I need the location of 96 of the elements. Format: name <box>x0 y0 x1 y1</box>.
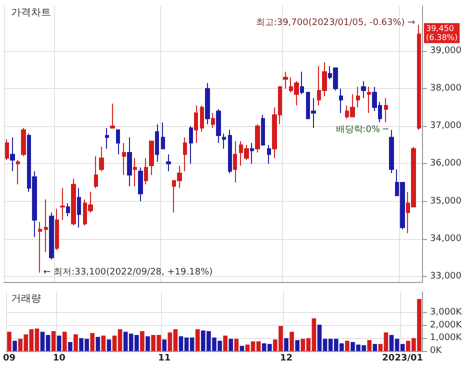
candlestick <box>133 158 137 187</box>
candlestick <box>222 133 226 150</box>
bar <box>223 336 228 351</box>
bar <box>12 340 17 351</box>
candlestick <box>66 202 70 217</box>
candlestick <box>110 103 115 129</box>
x-tick-label: 2023/01 <box>382 354 424 364</box>
bar <box>96 336 100 351</box>
candlestick <box>5 138 9 160</box>
x-tick-label: 10 <box>52 354 66 364</box>
y-tick-label: 37,000 <box>430 121 462 132</box>
candlestick <box>367 86 371 114</box>
bar <box>101 336 106 351</box>
bar <box>228 338 234 351</box>
y-tick-label: 3,000K <box>430 308 463 318</box>
bar <box>295 340 300 351</box>
candlestick <box>267 144 271 164</box>
bar <box>68 342 72 351</box>
candlestick <box>16 159 20 185</box>
candlestick <box>21 128 26 157</box>
candlestick <box>10 136 15 172</box>
bar <box>367 340 372 351</box>
candlestick <box>417 24 421 130</box>
candlestick <box>94 156 98 189</box>
bar <box>345 340 350 351</box>
candlestick <box>144 158 148 185</box>
y-tick-label: 33,000 <box>430 271 462 282</box>
chart-title: 가격차트 <box>11 8 51 18</box>
bar <box>234 338 239 351</box>
bar <box>146 336 150 351</box>
candlestick <box>38 221 42 274</box>
candlestick <box>166 154 171 172</box>
candlestick <box>127 136 132 187</box>
bar <box>106 339 112 351</box>
candlestick <box>283 71 288 90</box>
candlestick <box>211 112 215 129</box>
annotation: 배당락:0% ─ <box>336 124 389 135</box>
bar <box>372 344 378 351</box>
y-tick-label: 39,000 <box>430 46 462 56</box>
bar <box>90 333 95 351</box>
candlestick <box>194 105 198 144</box>
y-tick-label: 1,000K <box>430 333 463 344</box>
bar <box>74 334 78 351</box>
bar <box>62 332 67 351</box>
candlestick <box>389 129 394 174</box>
candlestick <box>200 105 204 132</box>
candlestick <box>183 136 187 172</box>
candlestick <box>71 178 76 226</box>
bar <box>56 336 62 351</box>
candlestick <box>228 129 232 174</box>
bar <box>240 346 244 351</box>
candlestick <box>60 188 65 221</box>
bar <box>140 331 144 351</box>
candlestick <box>216 108 221 144</box>
x-tick-label: 11 <box>158 354 171 364</box>
candlestick <box>105 128 109 150</box>
bar <box>290 332 294 351</box>
candlestick <box>44 198 48 252</box>
bar <box>51 331 56 351</box>
x-tick-label: 12 <box>280 354 293 364</box>
candlestick <box>77 188 81 228</box>
annotation: ← 최저:33,100(2022/09/28, +19.18%) <box>43 268 213 278</box>
y-tick-label: 2,000K <box>430 320 463 330</box>
bar <box>195 329 200 351</box>
text: 39,450 (6.38%) <box>426 24 458 42</box>
candlestick <box>116 129 120 155</box>
candlestick <box>49 212 54 260</box>
annotation: 최고:39,700(2023/01/05, -0.63%) → <box>256 18 416 28</box>
candlestick <box>339 88 343 114</box>
candlestick <box>384 98 388 123</box>
candlestick <box>361 80 366 98</box>
candlestick <box>189 126 193 164</box>
candlestick <box>233 140 237 183</box>
bar <box>284 338 288 351</box>
candlestick <box>250 142 254 164</box>
x-tick-label: 09 <box>2 354 16 364</box>
candlestick <box>255 124 260 153</box>
y-tick-label: 34,000 <box>430 234 462 244</box>
candlestick <box>161 122 165 150</box>
bar <box>162 339 167 351</box>
candlestick <box>261 114 265 146</box>
y-tick-label: 36,000 <box>430 158 462 169</box>
candlestick <box>55 208 59 251</box>
candlestick <box>300 71 304 95</box>
y-tick-label: 38,000 <box>430 84 462 94</box>
candlestick <box>122 142 126 176</box>
candlestick <box>155 124 159 162</box>
y-tick-label: 35,000 <box>430 196 462 206</box>
candlestick <box>99 146 104 172</box>
candlestick <box>149 140 154 176</box>
candlestick <box>356 86 360 108</box>
candlestick <box>138 166 143 202</box>
candlestick <box>205 82 210 125</box>
chart-title: 거래량 <box>11 294 41 304</box>
y-tick-label: 0K <box>430 346 443 356</box>
bar <box>7 332 12 351</box>
